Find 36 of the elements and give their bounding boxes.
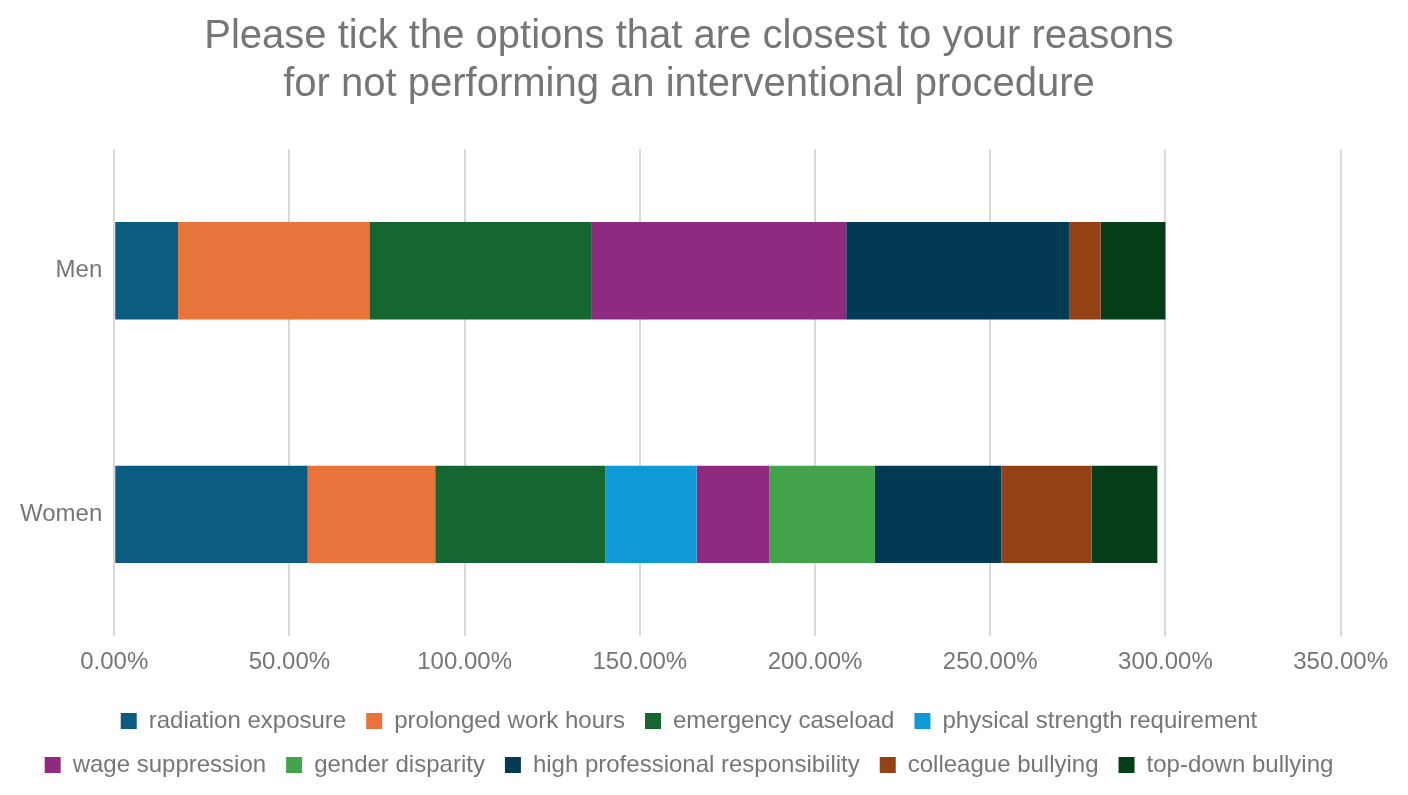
x-tick-label: 200.00%	[767, 647, 863, 675]
legend-label: colleague bullying	[907, 749, 1099, 777]
legend-label: top-down bullying	[1146, 749, 1334, 777]
x-tick-label: 150.00%	[592, 647, 688, 675]
legend-label: prolonged work hours	[394, 705, 625, 733]
bar	[846, 222, 1070, 320]
x-tick-label: 100.00%	[417, 647, 513, 675]
bar	[307, 465, 436, 564]
x-tick-label: 0.00%	[80, 647, 149, 675]
legend-label: high professional responsibility	[532, 749, 860, 777]
chart-title: Please tick the options that are closest to your reasons for not performing an interventional procedure	[204, 12, 1174, 105]
bar	[1001, 465, 1092, 564]
bar	[115, 222, 179, 320]
y-tick-label: Women	[19, 499, 103, 527]
bar	[178, 222, 370, 320]
legend-label: wage suppression	[71, 749, 267, 777]
bar	[435, 465, 606, 564]
x-tick-label: 350.00%	[1293, 647, 1388, 675]
bar	[1100, 222, 1166, 320]
y-tick-label: Men	[55, 255, 103, 283]
bar	[115, 465, 308, 564]
legend-label: gender disparity	[314, 749, 485, 777]
legend-label: emergency caseload	[672, 705, 895, 733]
x-tick-label: 300.00%	[1118, 647, 1213, 675]
bar	[769, 465, 875, 564]
bar	[369, 222, 592, 320]
bar	[874, 465, 1002, 564]
legend-label: radiation exposure	[148, 705, 347, 733]
bar	[1091, 465, 1158, 564]
x-tick-label: 50.00%	[248, 647, 331, 675]
bar	[605, 465, 697, 564]
x-tick-label: 250.00%	[942, 647, 1038, 675]
bar	[1069, 222, 1101, 320]
bar	[591, 222, 847, 320]
bar	[696, 465, 770, 564]
legend-label: physical strength requirement	[942, 705, 1258, 733]
